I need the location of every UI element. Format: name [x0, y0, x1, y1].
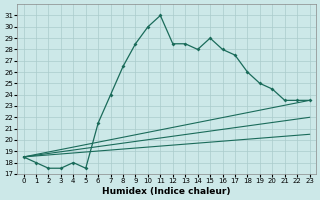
X-axis label: Humidex (Indice chaleur): Humidex (Indice chaleur): [102, 187, 231, 196]
